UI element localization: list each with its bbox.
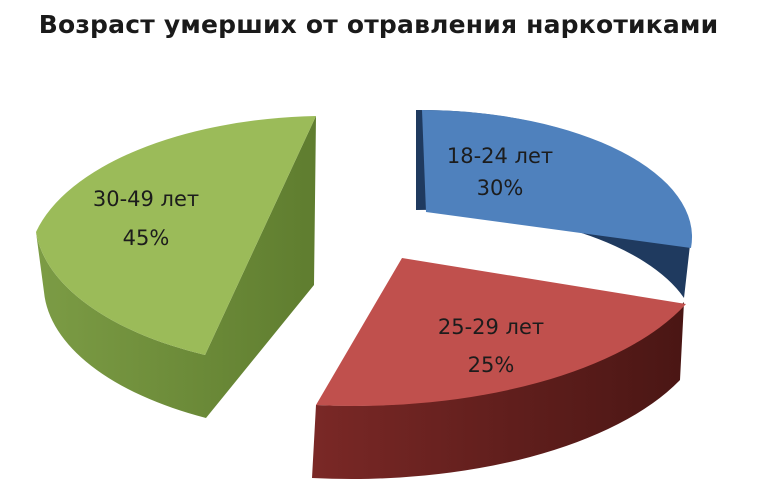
slice-25-29-value: 25% — [468, 353, 515, 377]
slice-30-49-side — [36, 116, 316, 418]
chart-title: Возраст умерших от отравления наркотикам… — [38, 10, 719, 39]
slice-25-29-top — [316, 258, 686, 406]
slice-30-49-value: 45% — [123, 226, 170, 250]
slice-18-24-top — [422, 110, 693, 248]
slice-30-49-label: 30-49 лет — [93, 187, 199, 211]
slice-25-29: 25-29 лет 25% — [312, 258, 686, 480]
slice-18-24-label: 18-24 лет — [447, 144, 553, 168]
slice-18-24-value: 30% — [477, 176, 524, 200]
slice-25-29-label: 25-29 лет — [438, 315, 544, 339]
slice-25-29-side — [312, 302, 684, 480]
slice-30-49: 30-49 лет 45% — [36, 116, 316, 418]
slice-18-24: 18-24 лет 30% — [416, 109, 693, 299]
slice-30-49-top — [36, 116, 316, 355]
